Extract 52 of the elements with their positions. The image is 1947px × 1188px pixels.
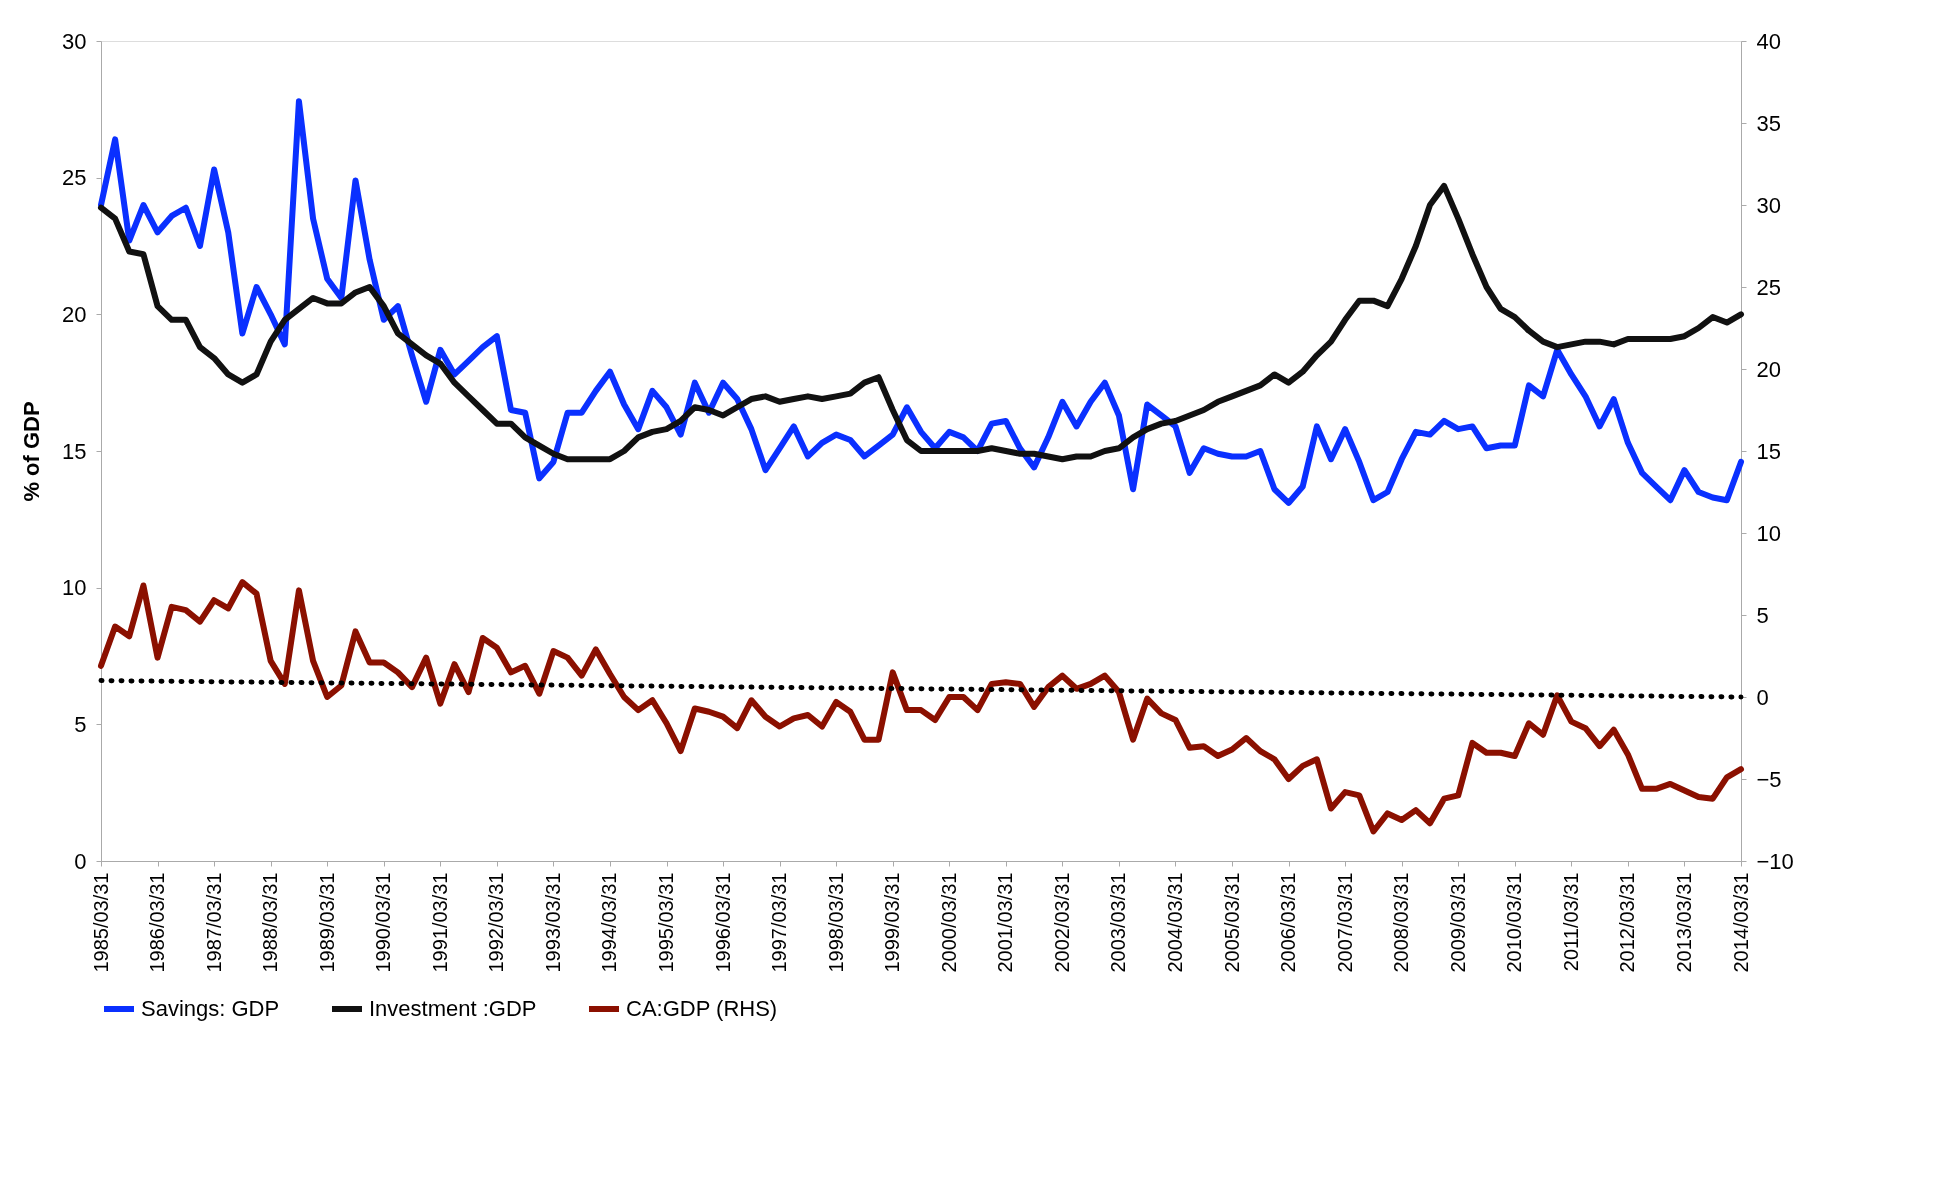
x-tick-label: 1999/03/31 — [881, 872, 904, 973]
x-tick-label: 2006/03/31 — [1277, 872, 1300, 973]
x-tick-label: 2013/03/31 — [1672, 872, 1695, 973]
x-tick-label: 2000/03/31 — [937, 872, 960, 973]
x-tick-label: 2012/03/31 — [1616, 872, 1639, 973]
y-axis-title: % of GDP — [19, 401, 45, 502]
x-tick-label: 1991/03/31 — [428, 872, 451, 973]
x-tick-label: 2004/03/31 — [1163, 872, 1186, 973]
x-tick-label: 2009/03/31 — [1446, 872, 1469, 973]
x-tick-label: 1988/03/31 — [259, 872, 282, 973]
legend-label: Investment :GDP — [369, 996, 537, 1021]
y2-tick-label: 5 — [1756, 602, 1769, 628]
y2-tick-label: 15 — [1756, 438, 1781, 464]
y2-tick-label: 30 — [1756, 192, 1781, 218]
y2-tick-label: 10 — [1756, 520, 1781, 546]
x-tick-label: 1994/03/31 — [598, 872, 621, 973]
y-tick-label: 10 — [62, 575, 87, 601]
x-tick-label: 1986/03/31 — [146, 872, 169, 973]
legend-label: CA:GDP (RHS) — [626, 996, 778, 1021]
x-tick-label: 2003/03/31 — [1107, 872, 1130, 973]
x-tick-label: 2007/03/31 — [1333, 872, 1356, 973]
y2-tick-label: 35 — [1756, 110, 1781, 136]
y-tick-label: 15 — [62, 438, 87, 464]
x-tick-label: 1989/03/31 — [315, 872, 338, 973]
y2-tick-label: 20 — [1756, 356, 1781, 382]
x-tick-label: 1985/03/31 — [89, 872, 112, 973]
x-tick-label: 2002/03/31 — [1050, 872, 1073, 973]
x-tick-label: 1992/03/31 — [485, 872, 508, 973]
x-tick-label: 2014/03/31 — [1729, 872, 1752, 973]
y2-tick-label: −10 — [1756, 848, 1794, 874]
y2-tick-label: 0 — [1756, 684, 1769, 710]
y2-tick-label: −5 — [1756, 766, 1782, 792]
y-tick-label: 30 — [62, 28, 87, 54]
x-tick-label: 2008/03/31 — [1390, 872, 1413, 973]
x-tick-label: 1990/03/31 — [372, 872, 395, 973]
y-tick-label: 5 — [74, 711, 87, 737]
x-tick-label: 1997/03/31 — [768, 872, 791, 973]
x-tick-label: 1993/03/31 — [541, 872, 564, 973]
x-tick-label: 1998/03/31 — [824, 872, 847, 973]
x-tick-label: 2011/03/31 — [1559, 872, 1582, 972]
y2-tick-label: 25 — [1756, 274, 1781, 300]
x-tick-label: 2005/03/31 — [1220, 872, 1243, 973]
x-tick-label: 2010/03/31 — [1503, 872, 1526, 973]
x-tick-label: 1996/03/31 — [711, 872, 734, 973]
y-tick-label: 0 — [74, 848, 87, 874]
y-tick-label: 25 — [62, 165, 87, 191]
x-tick-label: 1987/03/31 — [202, 872, 225, 973]
x-tick-label: 1995/03/31 — [655, 872, 678, 973]
legend-label: Savings: GDP — [141, 996, 280, 1021]
y2-tick-label: 40 — [1756, 28, 1781, 54]
x-tick-label: 2001/03/31 — [994, 872, 1017, 973]
y-tick-label: 20 — [62, 301, 87, 327]
